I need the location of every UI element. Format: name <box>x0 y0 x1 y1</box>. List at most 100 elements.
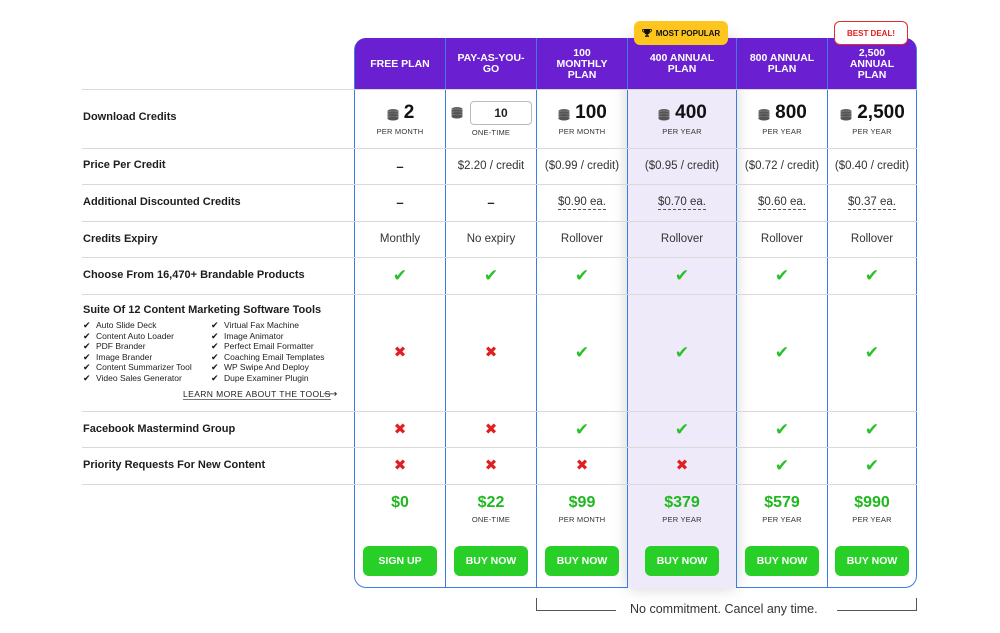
brandable-products-cell: ✔ <box>446 257 536 294</box>
column-divider <box>536 38 537 588</box>
plan-price-cell: $379 PER YEAR <box>628 484 736 540</box>
tool-item: ✔ Coaching Email Templates <box>211 352 324 363</box>
credits-cell: 2 PER MONTH <box>355 90 445 148</box>
row-label-brandable-products: Choose From 16,470+ Brandable Products <box>83 269 305 281</box>
credits-expiry-value: Rollover <box>660 233 704 245</box>
check-icon: ✔ <box>774 266 790 285</box>
tool-name: Image Animator <box>224 330 284 341</box>
plan-price: $990 <box>854 494 890 511</box>
credit-quantity-input[interactable]: 10 <box>470 101 532 125</box>
plan-name: 100 MONTHLY PLAN <box>556 46 608 81</box>
credits-period: ONE-TIME <box>471 128 511 137</box>
credits-number: 2 <box>403 102 415 123</box>
footer-bracket-left <box>536 598 616 611</box>
additional-credits-value: $0.60 ea. <box>758 195 806 210</box>
additional-credits-cell: $0.90 ea. <box>537 184 627 221</box>
checkmark-icon: ✔ <box>83 362 91 372</box>
sign-up-button[interactable]: SIGN UP <box>363 546 437 576</box>
plan-price: $579 <box>764 494 800 511</box>
credits-expiry-value: Monthly <box>379 233 421 245</box>
buy-now-button[interactable]: BUY NOW <box>745 546 819 576</box>
credits-amount: 800 <box>757 102 807 124</box>
buy-now-button[interactable]: BUY NOW <box>835 546 909 576</box>
credits-expiry-value: Rollover <box>850 233 894 245</box>
plan-price-cell: $22 ONE-TIME <box>446 484 536 540</box>
coins-icon <box>557 106 571 121</box>
checkmark-icon: ✔ <box>83 320 91 330</box>
facebook-group-cell: ✖ <box>446 411 536 447</box>
arrow-right-icon: ⟶ <box>323 389 338 400</box>
software-suite-cell: ✔ <box>537 294 627 411</box>
row-divider <box>82 89 917 90</box>
credits-cell: 2,500 PER YEAR <box>828 90 916 148</box>
price-per-credit-value: – <box>396 158 404 174</box>
learn-more-link[interactable]: LEARN MORE ABOUT THE TOOLS <box>183 389 331 400</box>
row-label-additional-credits: Additional Discounted Credits <box>83 196 241 208</box>
plan-price-cell: $0 <box>355 484 445 540</box>
tool-item: ✔ WP Swipe And Deploy <box>211 362 324 373</box>
plan-price-period: PER MONTH <box>558 515 606 524</box>
plan-name: PAY-AS-YOU-GO <box>457 52 525 75</box>
facebook-group-cell: ✔ <box>628 411 736 447</box>
coins-icon <box>450 106 464 120</box>
plan-price: $99 <box>568 494 596 511</box>
coins-icon <box>657 106 671 121</box>
most-popular-badge: MOST POPULAR <box>634 21 728 45</box>
credits-number: 100 <box>575 102 607 123</box>
coins-icon <box>839 106 853 121</box>
plan-name: 2,500 ANNUAL PLAN <box>849 46 895 81</box>
additional-credits-value: $0.37 ea. <box>848 195 896 210</box>
buy-now-button[interactable]: BUY NOW <box>645 546 719 576</box>
software-suite-cell: ✔ <box>737 294 827 411</box>
priority-requests-cell: ✖ <box>537 447 627 484</box>
credits-amount: 400 <box>657 102 707 124</box>
plan-price-period: PER YEAR <box>762 515 802 524</box>
plan-price: $379 <box>664 494 700 511</box>
credits-cell: 100 PER MONTH <box>537 90 627 148</box>
priority-requests-cell: ✔ <box>737 447 827 484</box>
price-per-credit-cell: ($0.40 / credit) <box>828 148 916 184</box>
price-per-credit-value: ($0.99 / credit) <box>544 160 620 172</box>
tool-item: ✔ Auto Slide Deck <box>83 320 192 331</box>
plan-price-period: ONE-TIME <box>471 515 511 524</box>
check-icon: ✔ <box>774 343 790 362</box>
coins-icon <box>386 106 400 121</box>
price-per-credit-cell: ($0.72 / credit) <box>737 148 827 184</box>
footer-bracket-right <box>837 598 917 611</box>
row-divider <box>82 294 917 295</box>
brandable-products-cell: ✔ <box>628 257 736 294</box>
check-icon: ✔ <box>674 419 690 439</box>
additional-credits-cell: $0.37 ea. <box>828 184 916 221</box>
column-divider <box>827 38 828 588</box>
checkmark-icon: ✔ <box>211 330 219 341</box>
priority-requests-cell: ✔ <box>828 447 916 484</box>
best-deal-badge: BEST DEAL! <box>834 21 908 45</box>
credits-cell: 800 PER YEAR <box>737 90 827 148</box>
plan-header-2-500-annual-plan: 2,500 ANNUAL PLAN <box>828 38 916 90</box>
checkmark-icon: ✔ <box>211 341 219 351</box>
tool-name: Dupe Examiner Plugin <box>224 372 309 383</box>
price-per-credit-cell: ($0.99 / credit) <box>537 148 627 184</box>
check-icon: ✔ <box>774 419 790 439</box>
checkmark-icon: ✔ <box>211 351 219 362</box>
check-icon: ✔ <box>574 266 590 285</box>
check-icon: ✔ <box>392 266 408 285</box>
cross-icon: ✖ <box>484 457 498 474</box>
tool-item: ✔ Virtual Fax Machine <box>211 320 324 331</box>
buy-now-button[interactable]: BUY NOW <box>545 546 619 576</box>
facebook-group-cell: ✔ <box>828 411 916 447</box>
checkmark-icon: ✔ <box>211 362 219 372</box>
tool-item: ✔ Perfect Email Formatter <box>211 341 324 352</box>
plan-price-period: PER YEAR <box>852 515 892 524</box>
check-icon: ✔ <box>864 343 880 362</box>
buy-now-button[interactable]: BUY NOW <box>454 546 528 576</box>
cross-icon: ✖ <box>393 457 407 474</box>
credits-expiry-cell: Rollover <box>537 221 627 257</box>
plan-header-100-monthly-plan: 100 MONTHLY PLAN <box>537 38 627 90</box>
brandable-products-cell: ✔ <box>828 257 916 294</box>
row-divider <box>82 148 917 149</box>
plan-name: 800 ANNUAL PLAN <box>749 52 815 75</box>
column-divider <box>736 38 737 588</box>
tool-name: Image Brander <box>96 351 153 362</box>
trophy-icon <box>641 29 652 37</box>
